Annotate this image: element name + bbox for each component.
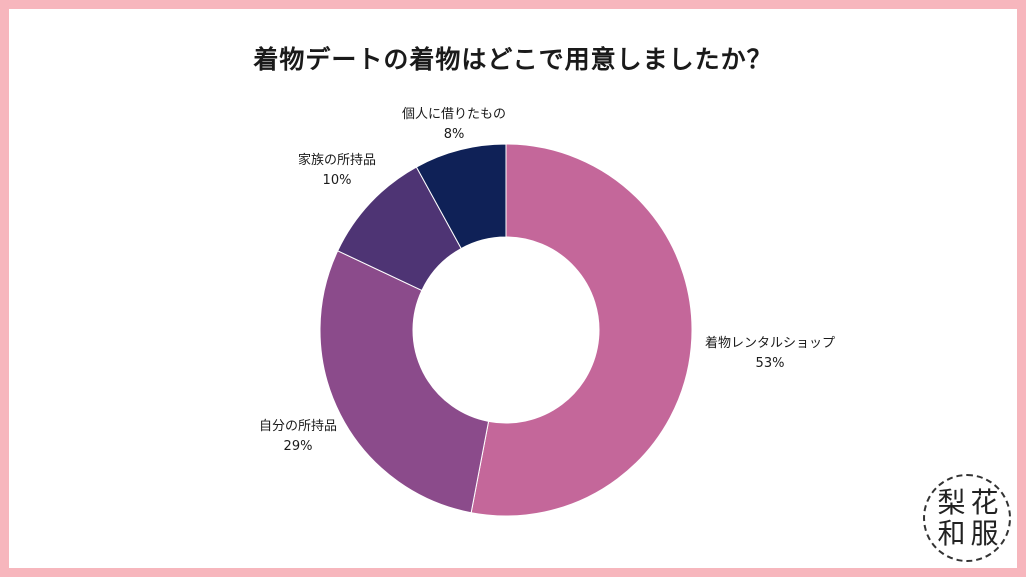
logo-char: 花 bbox=[970, 486, 999, 519]
slice-label: 個人に借りたもの bbox=[402, 107, 506, 122]
slice-value-label: 8% bbox=[444, 127, 465, 142]
logo-char: 服 bbox=[970, 517, 999, 550]
donut-slice bbox=[470, 143, 693, 517]
donut-slice bbox=[415, 143, 507, 250]
slice-labels: 着物レンタルショップ 53% 自分の所持品 29% 家族の所持品 10% 個人に借りたもの 8… bbox=[259, 107, 835, 454]
chart-title: 着物デートの着物はどこで用意しましたか？ bbox=[253, 45, 773, 74]
slice-label: 自分の所持品 bbox=[259, 419, 337, 434]
slice-label: 家族の所持品 bbox=[298, 152, 376, 168]
logo-char: 梨 bbox=[937, 486, 966, 519]
slice-label: 着物レンタルショップ bbox=[705, 335, 835, 351]
logo-char: 和 bbox=[937, 517, 966, 550]
donut-slice bbox=[319, 250, 490, 514]
brand-logo: 梨 花 和 服 bbox=[923, 474, 1011, 562]
slice-value-label: 10% bbox=[323, 173, 352, 188]
donut-slices bbox=[319, 143, 693, 517]
slice-value-label: 53% bbox=[756, 356, 785, 371]
slice-value-label: 29% bbox=[284, 439, 313, 454]
